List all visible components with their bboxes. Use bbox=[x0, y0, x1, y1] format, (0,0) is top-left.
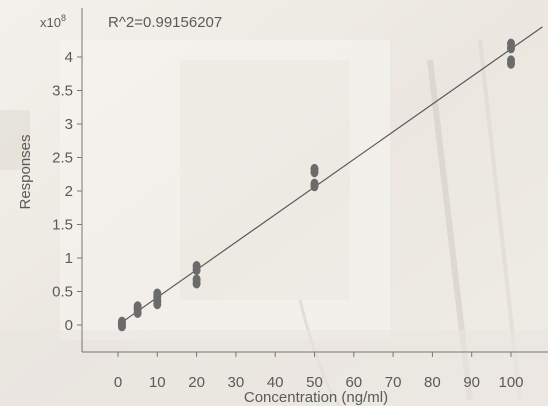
y-tick-label: 4 bbox=[65, 49, 73, 66]
x-axis-ticks: 0 10 20 30 40 50 60 70 80 90 100 bbox=[114, 352, 524, 391]
x-tick-label: 70 bbox=[385, 374, 402, 391]
x-tick-label: 60 bbox=[345, 374, 362, 391]
x-tick-label: 10 bbox=[149, 374, 166, 391]
fit-line bbox=[117, 26, 543, 326]
x-tick-label: 30 bbox=[228, 374, 245, 391]
data-points bbox=[117, 38, 515, 332]
y-tick-label: 1 bbox=[65, 250, 73, 267]
x-axis-title: Concentration (ng/ml) bbox=[244, 389, 388, 406]
data-point bbox=[192, 261, 201, 272]
y-multiplier-exponent: 8 bbox=[61, 13, 66, 23]
data-point bbox=[117, 316, 126, 327]
x-tick-label: 40 bbox=[267, 374, 284, 391]
data-point bbox=[133, 301, 142, 312]
data-point bbox=[507, 55, 515, 66]
y-axis-title: Responses bbox=[17, 134, 34, 209]
y-tick-label: 1.5 bbox=[52, 217, 73, 234]
y-tick-label: 3.5 bbox=[52, 83, 73, 100]
y-tick-label: 0 bbox=[65, 317, 73, 334]
fit-line-group bbox=[117, 26, 543, 326]
data-point bbox=[507, 38, 515, 49]
x-tick-label: 0 bbox=[114, 374, 122, 391]
x-tick-label: 20 bbox=[188, 374, 205, 391]
r-squared-annotation: R^2=0.99156207 bbox=[108, 14, 222, 31]
y-tick-label: 2 bbox=[65, 183, 73, 200]
y-multiplier-base: x10 bbox=[40, 15, 61, 30]
x-tick-label: 90 bbox=[463, 374, 480, 391]
data-point bbox=[192, 274, 201, 285]
y-tick-label: 3 bbox=[65, 116, 73, 133]
y-multiplier: x108 bbox=[40, 13, 66, 30]
data-point bbox=[310, 163, 319, 174]
x-tick-label: 100 bbox=[498, 374, 523, 391]
y-tick-label: 2.5 bbox=[52, 150, 73, 167]
data-point bbox=[310, 178, 319, 189]
x-tick-label: 80 bbox=[424, 374, 441, 391]
y-tick-label: 0.5 bbox=[52, 284, 73, 301]
x-tick-label: 50 bbox=[306, 374, 323, 391]
y-axis-ticks: 0 0.5 1 1.5 2 2.5 3 3.5 4 bbox=[52, 49, 82, 334]
data-point bbox=[153, 288, 162, 299]
